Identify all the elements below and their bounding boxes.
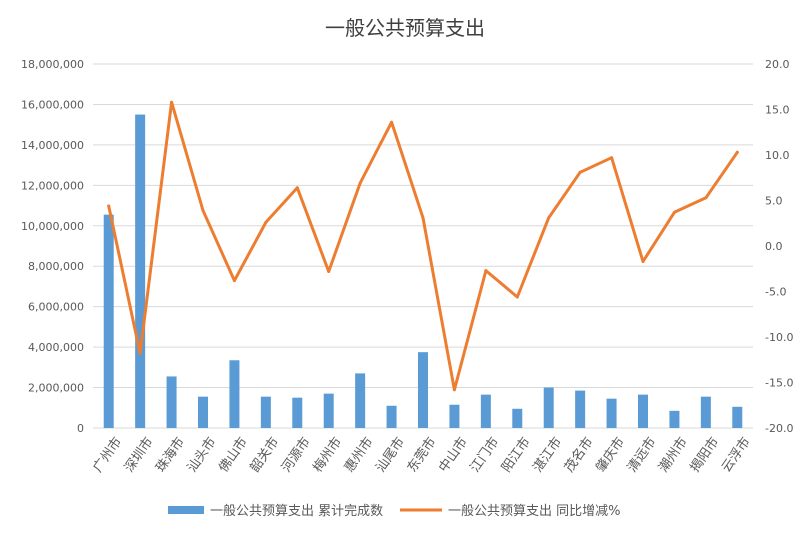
bar (386, 405, 397, 428)
bar (512, 408, 523, 428)
category-tick-label: 佛山市 (215, 434, 250, 475)
bar (700, 396, 711, 428)
line-point (138, 351, 142, 355)
left-axis-tick-label: 6,000,000 (28, 301, 84, 314)
bar (135, 114, 146, 429)
bar (449, 404, 460, 428)
left-axis-tick-label: 18,000,000 (21, 58, 84, 71)
bar (480, 394, 491, 428)
line-point (358, 181, 362, 185)
line-point (201, 209, 205, 213)
bar (543, 387, 554, 428)
category-tick-label: 肇庆市 (593, 434, 628, 475)
left-axis-tick-label: 16,000,000 (21, 98, 84, 111)
category-tick-label: 深圳市 (121, 434, 156, 475)
legend-label: 一般公共预算支出 累计完成数 (210, 503, 383, 519)
line-point (107, 204, 111, 208)
category-tick-label: 中山市 (435, 434, 470, 475)
line-point (232, 279, 236, 283)
line-point (578, 170, 582, 174)
category-tick-label: 汕头市 (184, 434, 219, 475)
category-tick-label: 韶关市 (247, 434, 282, 475)
left-axis-tick-label: 4,000,000 (28, 341, 84, 354)
right-axis-tick-label: -20.0 (765, 422, 793, 435)
right-axis-tick-label: 10.0 (765, 149, 790, 162)
category-tick-label: 广州市 (90, 434, 125, 475)
bar (638, 394, 648, 428)
bar (669, 410, 680, 428)
bar (166, 376, 177, 428)
bar (606, 398, 617, 428)
category-tick-label: 阳江市 (498, 434, 533, 475)
line-point (390, 120, 394, 124)
bar (355, 373, 366, 428)
left-axis-tick-label: 14,000,000 (21, 139, 84, 152)
line-point (641, 259, 645, 263)
bar (198, 396, 208, 428)
line-point (704, 196, 708, 200)
category-tick-label: 湛江市 (530, 434, 565, 475)
line-layer (107, 100, 739, 392)
right-axis-tick-label: 15.0 (765, 104, 790, 117)
legend: 一般公共预算支出 累计完成数 一般公共预算支出 同比增减% (168, 503, 621, 519)
category-tick-label: 揭阳市 (687, 434, 722, 475)
legend-label: 一般公共预算支出 同比增减% (448, 503, 621, 519)
line-point (735, 150, 739, 154)
line-point (484, 269, 488, 273)
bar (260, 396, 271, 428)
chart-title: 一般公共预算支出 (325, 16, 485, 40)
legend-swatch-bar (168, 506, 204, 514)
category-tick-label: 茂名市 (561, 434, 596, 475)
line-point (610, 156, 614, 160)
category-tick-label: 清远市 (624, 434, 659, 475)
category-tick-label: 云浮市 (718, 434, 753, 475)
bar (103, 214, 114, 428)
category-tick-label: 珠海市 (153, 434, 188, 475)
category-tick-label: 东莞市 (404, 434, 439, 475)
category-tick-label: 汕尾市 (373, 434, 408, 475)
bar-layer (103, 114, 743, 429)
line-point (547, 216, 551, 220)
line-point (672, 210, 676, 214)
right-axis-tick-label: -15.0 (765, 377, 793, 390)
bar (575, 390, 586, 428)
line-point (327, 269, 331, 273)
bar (292, 397, 303, 428)
category-tick-label: 惠州市 (341, 434, 376, 475)
line-point (264, 220, 268, 224)
category-tick-label: 江门市 (467, 434, 502, 475)
left-axis-tick-label: 8,000,000 (28, 260, 84, 273)
right-axis-tick-label: 5.0 (765, 195, 783, 208)
category-tick-label: 潮州市 (655, 434, 690, 475)
bar (418, 352, 428, 428)
left-axis-tick-label: 10,000,000 (21, 220, 84, 233)
category-tick-label: 河源市 (278, 434, 313, 475)
right-axis-tick-label: 20.0 (765, 58, 790, 71)
right-axis-tick-label: -10.0 (765, 331, 793, 344)
bar (323, 393, 334, 428)
right-axis-tick-label: -5.0 (765, 286, 786, 299)
line-point (170, 100, 174, 104)
left-axis-tick-label: 12,000,000 (21, 179, 84, 192)
bar (229, 360, 240, 428)
left-axis-tick-label: 2,000,000 (28, 382, 84, 395)
line-point (515, 295, 519, 299)
left-axis-tick-label: 0 (77, 422, 84, 435)
line-point (421, 216, 425, 220)
bar (732, 406, 743, 428)
line-point (452, 388, 456, 392)
line-point (295, 186, 299, 190)
category-tick-label: 梅州市 (310, 434, 345, 475)
right-axis-tick-label: 0.0 (765, 240, 783, 253)
